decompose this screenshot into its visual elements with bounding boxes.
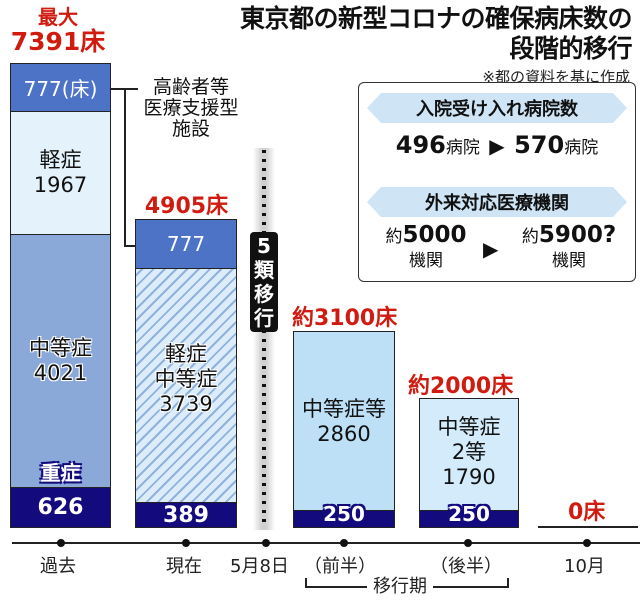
- second-half-moderate-segment: 中等症 2等 1790: [420, 411, 518, 493]
- past-elderly-segment: 777(床): [11, 64, 110, 112]
- x-axis: [12, 542, 640, 544]
- hospitals-title: 入院受け入れ病院数: [367, 93, 627, 123]
- past-total-value: 7391床: [10, 27, 106, 56]
- tick-past: [57, 539, 65, 547]
- second-half-severe-value: 250: [448, 502, 490, 526]
- clinics-title: 外来対応医療機関: [367, 187, 627, 217]
- october-zero-line: [538, 526, 638, 528]
- tick-may8: [262, 539, 270, 547]
- period-label: 移行期: [367, 572, 433, 598]
- chart-title: 東京都の新型コロナの確保病床数の 段階的移行: [239, 4, 633, 64]
- first-half-severe-segment: 250: [294, 502, 394, 527]
- first-half-total-label: 約3100床: [292, 306, 398, 331]
- past-moderate-segment: 中等症 4021: [11, 235, 110, 487]
- xlabel-may8: 5月8日: [230, 556, 289, 577]
- clinics-from-unit: 機関: [409, 251, 443, 271]
- second-half-severe-segment: 250: [420, 502, 518, 527]
- now-elderly-segment: 777: [136, 220, 236, 269]
- past-severe-segment: 626: [11, 487, 110, 527]
- now-severe-value: 389: [163, 502, 209, 528]
- now-mixed-segment: 軽症 中等症 3739: [136, 269, 236, 489]
- past-mild-label: 軽症: [39, 148, 82, 172]
- annotation-line-bottom: [124, 245, 136, 247]
- arrow-icon: ▶: [489, 134, 505, 158]
- clinics-to-prefix: 約: [521, 227, 539, 247]
- xlabel-past: 過去: [40, 556, 76, 577]
- past-severe-label: 重症: [40, 460, 81, 485]
- divider-char-2: 類: [254, 258, 274, 282]
- tick-first-half: [340, 539, 348, 547]
- xlabel-second-half: （後半）: [430, 556, 502, 577]
- second-half-label1: 中等症: [437, 414, 501, 439]
- first-half-severe-value: 250: [323, 502, 365, 526]
- now-total-label: 4905床: [144, 194, 229, 219]
- bar-second-half: 中等症 2等 1790 250: [419, 398, 519, 528]
- tick-second-half: [464, 539, 472, 547]
- xlabel-first-half: （前半）: [304, 556, 376, 577]
- elderly-label-1: 高齢者等: [152, 76, 229, 98]
- title-line1: 東京都の新型コロナの確保病床数の: [239, 4, 633, 33]
- clinics-from-num: 5000: [402, 222, 467, 248]
- clinics-from-prefix: 約: [385, 227, 403, 247]
- arrow-icon-2: ▶: [483, 237, 499, 261]
- now-elderly-value: 777: [166, 232, 206, 256]
- xlabel-october: 10月: [564, 556, 605, 577]
- elderly-label-2: 医療支援型: [143, 97, 239, 119]
- tick-october: [583, 539, 591, 547]
- past-moderate-label: 中等症: [29, 336, 92, 360]
- clinics-from: 約5000 機関: [371, 223, 481, 273]
- source-note: ※都の資料を基に作成: [482, 68, 630, 86]
- xlabel-now: 現在: [166, 556, 202, 577]
- bar-now: 777 軽症 中等症 3739 389: [135, 219, 237, 528]
- hospitals-from: 496: [395, 131, 446, 159]
- annotation-line-top: [111, 88, 125, 90]
- divider-char-1: 5: [257, 234, 271, 258]
- hospitals-to: 570: [514, 131, 565, 159]
- divider-char-4: 行: [254, 306, 274, 330]
- past-mild-segment: 軽症 1967: [11, 112, 110, 235]
- info-box: 入院受け入れ病院数 496病院 ▶ 570病院 外来対応医療機関 約5000 機…: [358, 82, 636, 282]
- clinics-to: 約5900? 機関: [505, 223, 633, 273]
- second-half-total-label: 約2000床: [408, 374, 514, 399]
- second-half-label2: 2等: [451, 439, 487, 464]
- past-severe-value: 626: [37, 495, 84, 520]
- second-half-value: 1790: [442, 464, 496, 489]
- divider-char-3: 移: [254, 282, 274, 306]
- elderly-facility-label: 高齢者等 医療支援型 施設: [136, 77, 246, 140]
- annotation-line-label: [126, 88, 138, 90]
- now-moderate-label: 中等症: [154, 366, 218, 391]
- bar-first-half: 中等症等 2860 250: [293, 331, 395, 528]
- now-severe-segment: 389: [136, 502, 236, 528]
- hospitals-to-unit: 病院: [564, 138, 599, 158]
- bar-past: 777(床) 軽症 1967 中等症 4021 重症 626: [10, 63, 111, 528]
- tick-now: [182, 539, 190, 547]
- now-mixed-value: 3739: [159, 391, 213, 416]
- hospitals-row: 496病院 ▶ 570病院: [359, 131, 635, 159]
- annotation-line-vertical: [124, 88, 126, 246]
- past-mild-value: 1967: [33, 173, 88, 197]
- now-mild-label: 軽症: [165, 341, 207, 366]
- past-severe-label-wrap: 重症: [11, 456, 110, 486]
- first-half-moderate-segment: 中等症等 2860: [294, 362, 394, 482]
- past-moderate-value: 4021: [33, 361, 88, 385]
- transition-dotted-line: [262, 150, 266, 528]
- title-line2: 段階的移行: [509, 34, 632, 63]
- clinics-to-unit: 機関: [552, 251, 586, 271]
- hospitals-from-unit: 病院: [445, 138, 480, 158]
- past-total-label: 最大 7391床: [8, 6, 108, 56]
- october-total-label: 0床: [568, 500, 606, 525]
- first-half-label: 中等症等: [302, 397, 386, 421]
- class5-transition-label: 5 類 移 行: [250, 232, 278, 332]
- past-max-label: 最大: [38, 5, 78, 29]
- first-half-value: 2860: [317, 422, 371, 446]
- past-elderly-value: 777(床): [23, 77, 98, 101]
- clinics-to-num: 5900?: [538, 222, 617, 248]
- elderly-label-3: 施設: [171, 118, 210, 140]
